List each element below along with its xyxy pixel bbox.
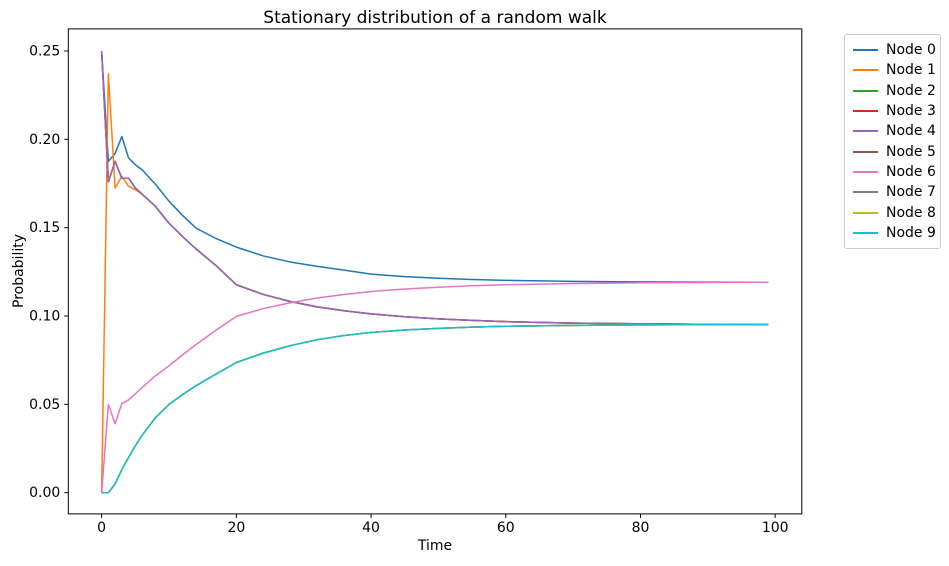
- legend-line-swatch: [853, 191, 878, 194]
- series-line-node-3: [100, 50, 769, 326]
- legend-label: Node 1: [886, 62, 936, 79]
- x-axis-label: Time: [417, 538, 453, 554]
- legend-entry: Node 2: [845, 81, 940, 101]
- legend-line-swatch: [853, 170, 878, 173]
- series-line-node-5: [101, 323, 769, 494]
- legend-entry: Node 5: [845, 141, 940, 161]
- legend-line-swatch: [853, 150, 878, 153]
- legend-entry: Node 6: [845, 162, 940, 182]
- legend-label: Node 6: [886, 163, 936, 180]
- y-tick-label: 0.25: [29, 43, 60, 59]
- x-tick-label: 20: [227, 520, 245, 536]
- legend-label: Node 3: [886, 103, 936, 120]
- y-tick-label: 0.10: [29, 309, 60, 325]
- series-line-node-4: [100, 50, 769, 326]
- legend-label: Node 0: [886, 42, 936, 59]
- x-tick-label: 0: [97, 520, 106, 536]
- series-line-node-2: [100, 50, 769, 326]
- series-line-node-6: [100, 281, 769, 493]
- legend-label: Node 9: [886, 224, 936, 241]
- series-line-node-9: [101, 323, 769, 494]
- x-tick-label: 100: [762, 520, 789, 536]
- legend-line-swatch: [853, 49, 878, 52]
- legend-line-swatch: [853, 130, 878, 133]
- series-line-node-0: [100, 50, 769, 284]
- y-axis-label: Probability: [11, 233, 27, 309]
- legend-line-swatch: [853, 211, 878, 214]
- legend-label: Node 2: [886, 82, 936, 99]
- legend-entry: Node 8: [845, 202, 940, 222]
- legend-entry: Node 0: [845, 40, 940, 60]
- legend-line-swatch: [853, 231, 878, 234]
- legend-line-swatch: [853, 89, 878, 92]
- chart-title: Stationary distribution of a random walk: [263, 8, 607, 28]
- series-line-node-8: [101, 323, 769, 494]
- legend-label: Node 5: [886, 143, 936, 160]
- legend-line-swatch: [853, 69, 878, 72]
- y-tick-label: 0.00: [29, 485, 60, 501]
- legend-entry: Node 7: [845, 182, 940, 202]
- series-line-node-7: [101, 323, 769, 494]
- y-tick-label: 0.05: [29, 397, 60, 413]
- legend-label: Node 7: [886, 184, 936, 201]
- legend-entry: Node 4: [845, 121, 940, 141]
- legend-label: Node 4: [886, 123, 936, 140]
- legend-entry: Node 9: [845, 223, 940, 243]
- x-tick-label: 60: [497, 520, 515, 536]
- y-tick-label: 0.15: [29, 220, 60, 236]
- legend-entry: Node 1: [845, 60, 940, 80]
- legend: Node 0 Node 1 Node 2 Node 3 Node 4 Node 5 Node…: [844, 34, 941, 249]
- legend-label: Node 8: [886, 204, 936, 221]
- legend-entry: Node 3: [845, 101, 940, 121]
- y-tick-label: 0.20: [29, 132, 60, 148]
- x-tick-label: 40: [362, 520, 380, 536]
- x-tick-label: 80: [632, 520, 650, 536]
- axes-spines: [67, 28, 803, 515]
- legend-line-swatch: [853, 110, 878, 113]
